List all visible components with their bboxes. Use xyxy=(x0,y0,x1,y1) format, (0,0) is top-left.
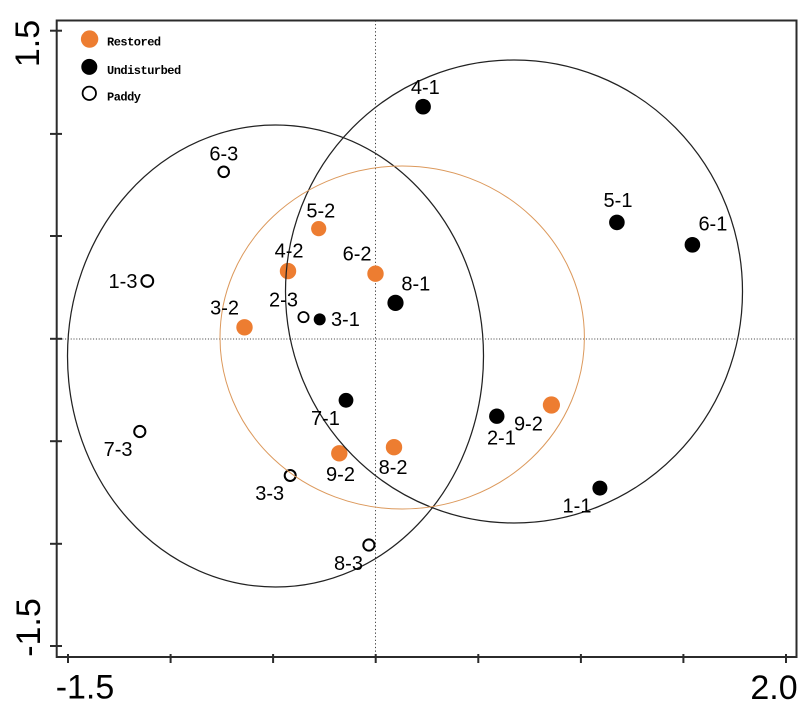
svg-text:Paddy: Paddy xyxy=(107,91,141,105)
svg-text:5-2: 5-2 xyxy=(306,201,335,223)
svg-text:2-3: 2-3 xyxy=(269,289,298,311)
svg-text:4-2: 4-2 xyxy=(275,240,304,262)
svg-text:6-3: 6-3 xyxy=(209,144,238,166)
svg-text:3-2: 3-2 xyxy=(210,298,239,320)
svg-text:4-1: 4-1 xyxy=(411,77,440,99)
svg-text:3-3: 3-3 xyxy=(255,483,284,505)
svg-text:9-2: 9-2 xyxy=(514,413,543,435)
svg-text:9-2: 9-2 xyxy=(326,464,355,486)
svg-text:-1.5: -1.5 xyxy=(56,668,115,706)
svg-text:2-1: 2-1 xyxy=(487,427,516,449)
svg-text:8-3: 8-3 xyxy=(334,553,363,575)
svg-text:6-1: 6-1 xyxy=(698,213,727,235)
svg-text:6-2: 6-2 xyxy=(343,243,372,265)
svg-text:3-1: 3-1 xyxy=(331,309,360,331)
svg-text:5-1: 5-1 xyxy=(604,190,633,212)
svg-text:-1.5: -1.5 xyxy=(10,598,48,657)
svg-text:Restored: Restored xyxy=(107,36,161,50)
svg-text:7-1: 7-1 xyxy=(311,408,340,430)
svg-text:1-1: 1-1 xyxy=(563,496,592,518)
svg-text:1.5: 1.5 xyxy=(9,20,47,67)
svg-text:2.0: 2.0 xyxy=(750,669,797,707)
svg-text:Undisturbed: Undisturbed xyxy=(107,64,181,78)
svg-text:1-3: 1-3 xyxy=(109,271,138,293)
svg-text:8-2: 8-2 xyxy=(379,457,408,479)
svg-text:8-1: 8-1 xyxy=(401,274,430,296)
svg-text:7-3: 7-3 xyxy=(104,439,133,461)
